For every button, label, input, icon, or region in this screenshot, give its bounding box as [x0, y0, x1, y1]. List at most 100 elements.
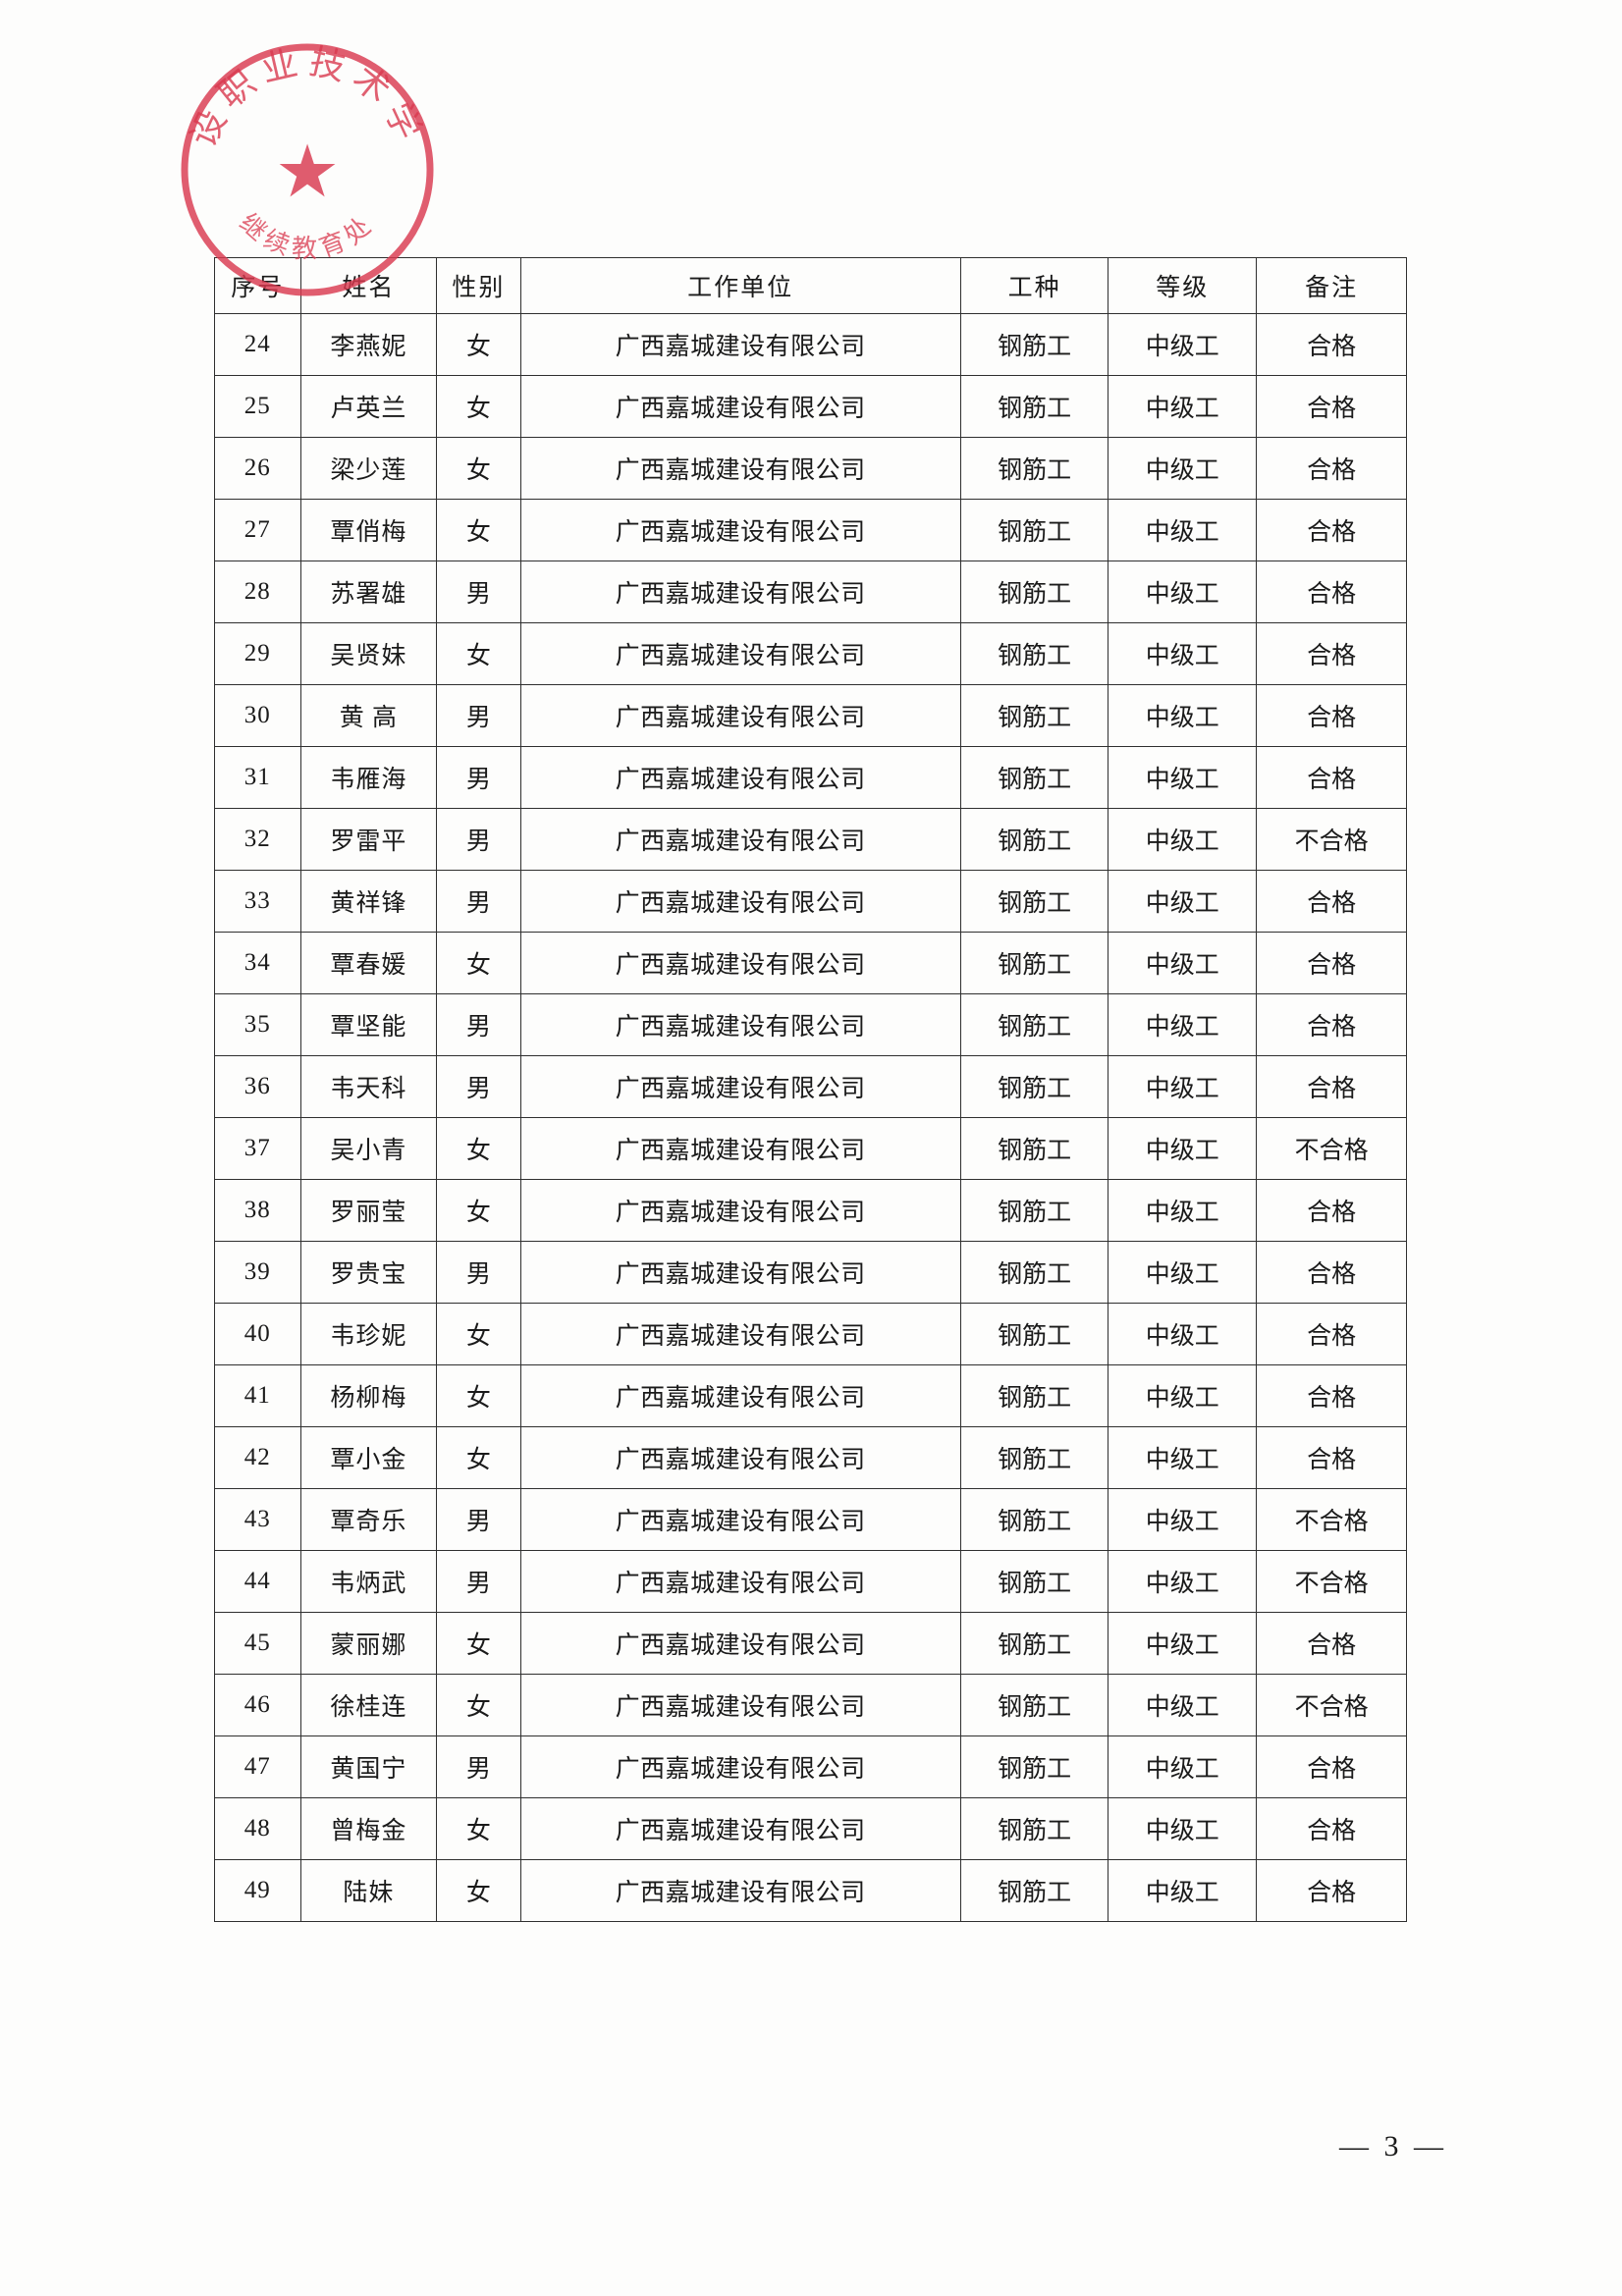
cell-sex: 男: [436, 808, 521, 871]
cell-note: 合格: [1256, 499, 1407, 561]
cell-sex: 女: [436, 375, 521, 438]
cell-sex: 男: [436, 1241, 521, 1304]
cell-job: 钢筋工: [959, 1426, 1109, 1489]
cell-name: 韦珍妮: [299, 1303, 438, 1365]
cell-sex: 女: [436, 1303, 521, 1365]
cell-note: 合格: [1256, 1859, 1407, 1922]
cell-job: 钢筋工: [959, 313, 1109, 376]
table-row: 31 韦雁海男广西嘉城建设有限公司 钢筋工 中级工 合格: [214, 746, 1407, 809]
table-row: 30 黄 高男广西嘉城建设有限公司 钢筋工 中级工 合格: [214, 684, 1407, 747]
cell-job: 钢筋工: [959, 1488, 1109, 1551]
cell-note: 合格: [1256, 313, 1407, 376]
cell-job: 钢筋工: [959, 375, 1109, 438]
cell-name: 黄 高: [299, 684, 438, 747]
cell-note: 不合格: [1256, 808, 1407, 871]
cell-unit: 广西嘉城建设有限公司: [519, 561, 961, 623]
cell-unit: 广西嘉城建设有限公司: [519, 684, 961, 747]
cell-note: 不合格: [1256, 1488, 1407, 1551]
cell-unit: 广西嘉城建设有限公司: [519, 808, 961, 871]
cell-note: 合格: [1256, 375, 1407, 438]
column-header-job: 工种: [959, 257, 1109, 314]
table-row: 45 蒙丽娜女广西嘉城建设有限公司 钢筋工 中级工 合格: [214, 1612, 1407, 1675]
table-row: 41 杨柳梅女广西嘉城建设有限公司 钢筋工 中级工 合格: [214, 1364, 1407, 1427]
cell-name: 梁少莲: [299, 437, 438, 500]
cell-job: 钢筋工: [959, 1241, 1109, 1304]
cell-sex: 男: [436, 870, 521, 933]
cell-name: 覃坚能: [299, 993, 438, 1056]
cell-level: 中级工: [1108, 932, 1258, 994]
cell-level: 中级工: [1108, 1426, 1258, 1489]
cell-note: 合格: [1256, 622, 1407, 685]
cell-name: 覃俏梅: [299, 499, 438, 561]
cell-sex: 女: [436, 622, 521, 685]
cell-unit: 广西嘉城建设有限公司: [519, 1612, 961, 1675]
cell-unit: 广西嘉城建设有限公司: [519, 313, 961, 376]
cell-sex: 男: [436, 561, 521, 623]
cell-level: 中级工: [1108, 1674, 1258, 1736]
cell-job: 钢筋工: [959, 746, 1109, 809]
cell-seq: 35: [214, 993, 301, 1056]
svg-text:继续教育处: 继续教育处: [234, 208, 380, 263]
cell-level: 中级工: [1108, 684, 1258, 747]
cell-level: 中级工: [1108, 808, 1258, 871]
cell-sex: 男: [436, 1488, 521, 1551]
cell-name: 陆妹: [299, 1859, 438, 1922]
page-number: — 3 —: [1339, 2130, 1447, 2163]
cell-note: 合格: [1256, 746, 1407, 809]
cell-unit: 广西嘉城建设有限公司: [519, 1179, 961, 1242]
cell-unit: 广西嘉城建设有限公司: [519, 1674, 961, 1736]
cell-seq: 43: [214, 1488, 301, 1551]
table-row: 36 韦天科男广西嘉城建设有限公司 钢筋工 中级工 合格: [214, 1055, 1407, 1118]
cell-name: 覃奇乐: [299, 1488, 438, 1551]
cell-level: 中级工: [1108, 499, 1258, 561]
cell-name: 李燕妮: [299, 313, 438, 376]
cell-level: 中级工: [1108, 622, 1258, 685]
table-row: 28 苏署雄男广西嘉城建设有限公司 钢筋工 中级工 合格: [214, 561, 1407, 623]
cell-unit: 广西嘉城建设有限公司: [519, 437, 961, 500]
cell-sex: 女: [436, 1426, 521, 1489]
table-row: 40 韦珍妮女广西嘉城建设有限公司 钢筋工 中级工 合格: [214, 1303, 1407, 1365]
cell-seq: 29: [214, 622, 301, 685]
table-row: 32 罗雷平男广西嘉城建设有限公司 钢筋工 中级工 不合格: [214, 808, 1407, 871]
cell-name: 黄祥锋: [299, 870, 438, 933]
table-header-row: 序号 姓名 性别 工作单位 工种 等级 备注: [214, 257, 1407, 314]
table-row: 25 卢英兰女广西嘉城建设有限公司 钢筋工 中级工 合格: [214, 375, 1407, 438]
cell-job: 钢筋工: [959, 561, 1109, 623]
cell-seq: 26: [214, 437, 301, 500]
cell-seq: 46: [214, 1674, 301, 1736]
cell-unit: 广西嘉城建设有限公司: [519, 1735, 961, 1798]
cell-level: 中级工: [1108, 1364, 1258, 1427]
cell-seq: 27: [214, 499, 301, 561]
cell-note: 不合格: [1256, 1550, 1407, 1613]
table-row: 39 罗贵宝男广西嘉城建设有限公司 钢筋工 中级工 合格: [214, 1241, 1407, 1304]
cell-job: 钢筋工: [959, 1303, 1109, 1365]
cell-level: 中级工: [1108, 1550, 1258, 1613]
cell-job: 钢筋工: [959, 1364, 1109, 1427]
cell-sex: 女: [436, 932, 521, 994]
cell-level: 中级工: [1108, 746, 1258, 809]
cell-seq: 34: [214, 932, 301, 994]
cell-name: 韦雁海: [299, 746, 438, 809]
cell-note: 合格: [1256, 561, 1407, 623]
cell-job: 钢筋工: [959, 1055, 1109, 1118]
cell-sex: 女: [436, 437, 521, 500]
cell-unit: 广西嘉城建设有限公司: [519, 746, 961, 809]
cell-name: 杨柳梅: [299, 1364, 438, 1427]
cell-level: 中级工: [1108, 1735, 1258, 1798]
cell-job: 钢筋工: [959, 1612, 1109, 1675]
cell-name: 吴贤妹: [299, 622, 438, 685]
table-row: 38 罗丽莹女广西嘉城建设有限公司 钢筋工 中级工 合格: [214, 1179, 1407, 1242]
cell-name: 曾梅金: [299, 1797, 438, 1860]
cell-sex: 男: [436, 1550, 521, 1613]
cell-level: 中级工: [1108, 1055, 1258, 1118]
cell-level: 中级工: [1108, 1612, 1258, 1675]
cell-seq: 28: [214, 561, 301, 623]
cell-seq: 37: [214, 1117, 301, 1180]
cell-sex: 女: [436, 1797, 521, 1860]
cell-unit: 广西嘉城建设有限公司: [519, 1241, 961, 1304]
cell-name: 韦天科: [299, 1055, 438, 1118]
table-row: 46 徐桂连女广西嘉城建设有限公司 钢筋工 中级工 不合格: [214, 1674, 1407, 1736]
cell-job: 钢筋工: [959, 1797, 1109, 1860]
cell-note: 不合格: [1256, 1674, 1407, 1736]
cell-job: 钢筋工: [959, 684, 1109, 747]
